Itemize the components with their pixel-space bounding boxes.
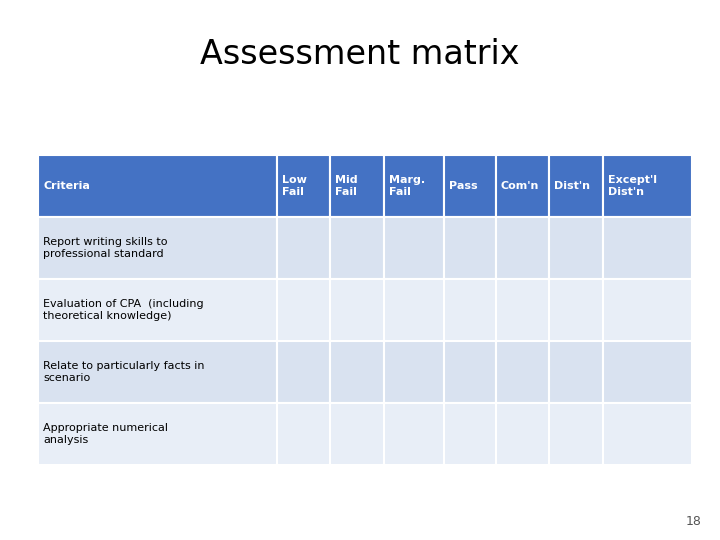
Text: Dist'n: Dist'n bbox=[554, 181, 590, 191]
Bar bbox=[384, 403, 444, 465]
Bar bbox=[444, 217, 496, 279]
Text: Relate to particularly facts in
scenario: Relate to particularly facts in scenario bbox=[43, 361, 204, 383]
Text: Low
Fail: Low Fail bbox=[282, 175, 307, 197]
Bar bbox=[38, 155, 276, 217]
Bar bbox=[38, 217, 276, 279]
Bar bbox=[603, 279, 692, 341]
Bar bbox=[384, 341, 444, 403]
Bar bbox=[330, 217, 384, 279]
Text: Report writing skills to
professional standard: Report writing skills to professional st… bbox=[43, 237, 168, 259]
Bar bbox=[444, 155, 496, 217]
Bar bbox=[496, 217, 549, 279]
Bar bbox=[276, 279, 330, 341]
Text: Marg.
Fail: Marg. Fail bbox=[389, 175, 425, 197]
Bar bbox=[38, 279, 276, 341]
Bar bbox=[444, 279, 496, 341]
Text: Mid
Fail: Mid Fail bbox=[336, 175, 358, 197]
Bar bbox=[330, 155, 384, 217]
Bar bbox=[384, 279, 444, 341]
Bar bbox=[496, 279, 549, 341]
Bar bbox=[603, 403, 692, 465]
Text: Criteria: Criteria bbox=[43, 181, 90, 191]
Bar bbox=[549, 341, 603, 403]
Bar bbox=[330, 341, 384, 403]
Bar bbox=[496, 403, 549, 465]
Bar bbox=[549, 403, 603, 465]
Text: 18: 18 bbox=[686, 515, 702, 528]
Bar bbox=[549, 279, 603, 341]
Bar bbox=[496, 341, 549, 403]
Text: Except'l
Dist'n: Except'l Dist'n bbox=[608, 175, 657, 197]
Bar bbox=[38, 403, 276, 465]
Bar bbox=[276, 341, 330, 403]
Bar bbox=[444, 341, 496, 403]
Text: Com'n: Com'n bbox=[501, 181, 539, 191]
Bar bbox=[549, 155, 603, 217]
Bar bbox=[444, 403, 496, 465]
Bar bbox=[276, 217, 330, 279]
Bar bbox=[276, 155, 330, 217]
Bar bbox=[276, 403, 330, 465]
Bar bbox=[603, 155, 692, 217]
Text: Appropriate numerical
analysis: Appropriate numerical analysis bbox=[43, 423, 168, 445]
Bar bbox=[603, 217, 692, 279]
Text: Assessment matrix: Assessment matrix bbox=[200, 38, 520, 71]
Bar bbox=[549, 217, 603, 279]
Bar bbox=[330, 279, 384, 341]
Bar bbox=[603, 341, 692, 403]
Bar bbox=[38, 341, 276, 403]
Text: Pass: Pass bbox=[449, 181, 478, 191]
Bar bbox=[496, 155, 549, 217]
Bar bbox=[330, 403, 384, 465]
Text: Evaluation of CPA  (including
theoretical knowledge): Evaluation of CPA (including theoretical… bbox=[43, 299, 204, 321]
Bar bbox=[384, 155, 444, 217]
Bar bbox=[384, 217, 444, 279]
